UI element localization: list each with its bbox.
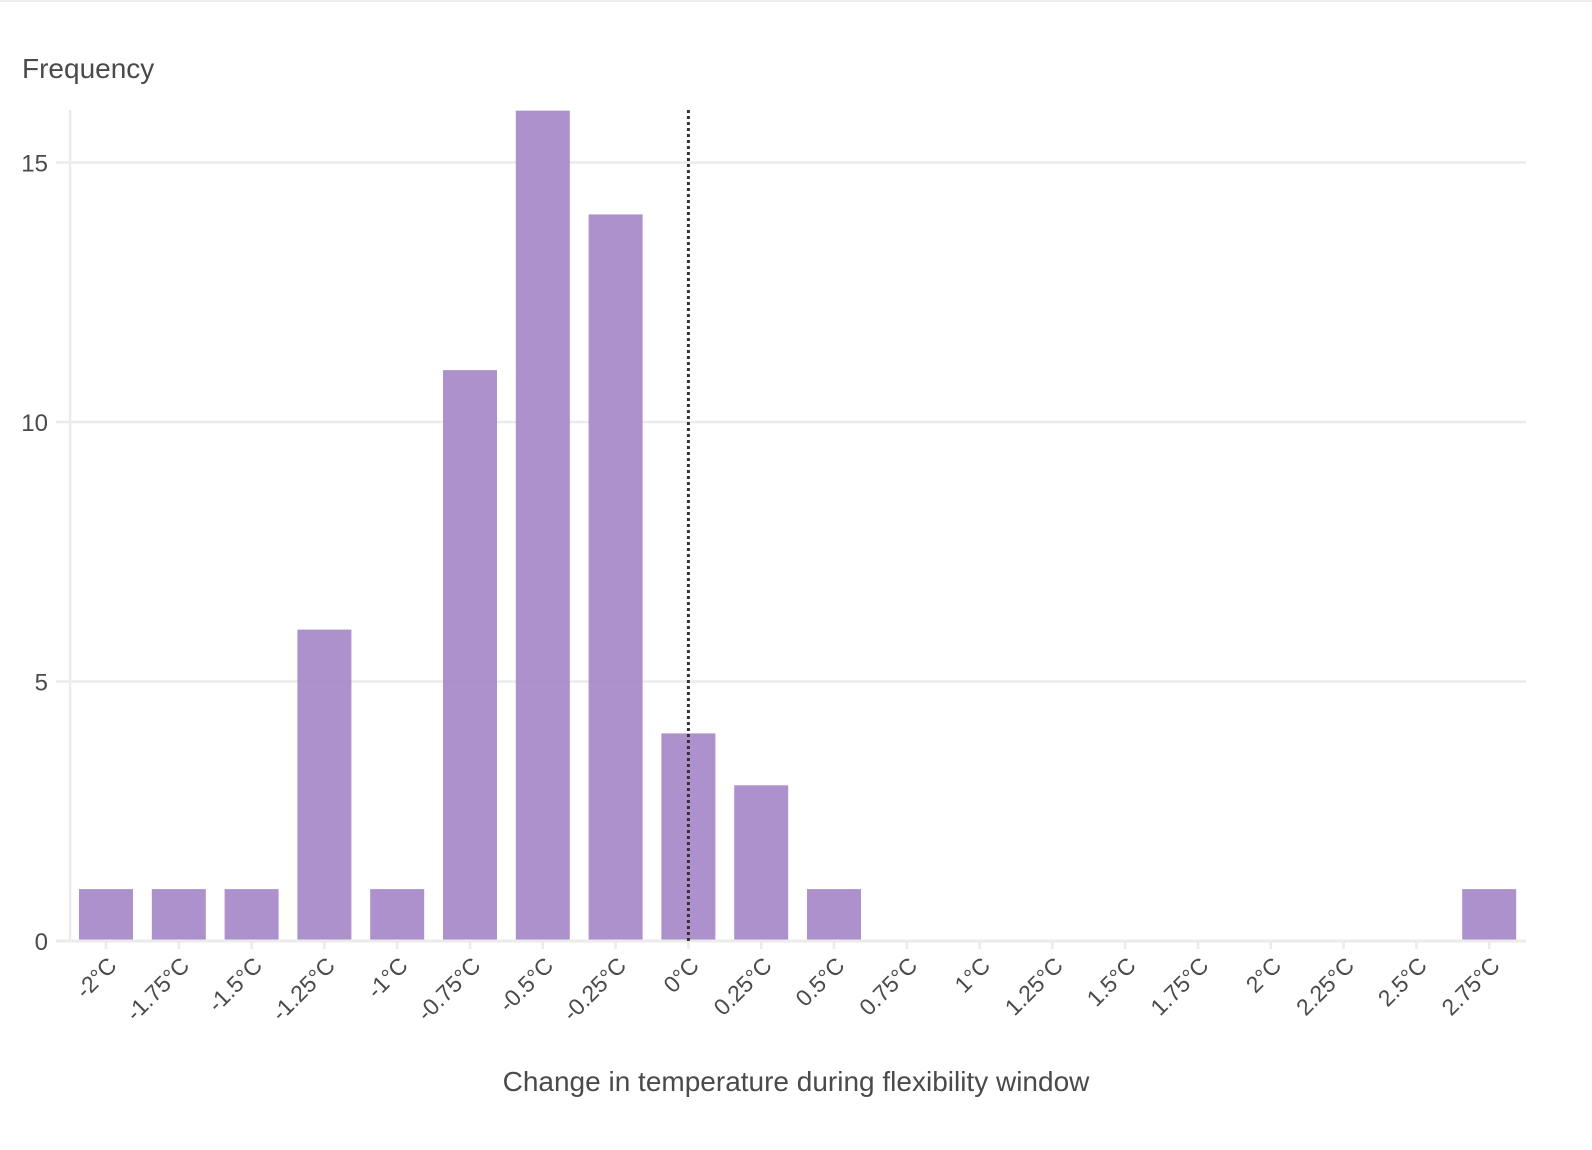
histogram-bar <box>79 889 133 941</box>
x-tick-label: 0°C <box>658 952 704 998</box>
histogram-bar <box>297 629 352 941</box>
y-tick-label: 10 <box>21 410 48 437</box>
x-tick-label: -1°C <box>362 952 413 1003</box>
x-axis-title: Change in temperature during flexibility… <box>503 1066 1091 1097</box>
x-tick-label: 1.75°C <box>1145 952 1213 1020</box>
y-axis-title: Frequency <box>22 53 154 84</box>
histogram-bar <box>588 214 643 941</box>
histogram-bar <box>515 110 570 942</box>
x-tick-label: 2.75°C <box>1436 952 1504 1020</box>
x-tick-label: 2.5°C <box>1373 952 1432 1011</box>
top-divider <box>0 0 1592 2</box>
bars <box>79 110 1517 942</box>
histogram-bar <box>807 889 861 941</box>
x-tick-label: -1.25°C <box>266 952 340 1026</box>
x-tick-label: -0.75°C <box>412 952 486 1026</box>
histogram-bar <box>1462 889 1517 941</box>
x-tick-label: -1.5°C <box>202 952 267 1017</box>
histogram-bar <box>734 785 789 941</box>
histogram-bar <box>224 889 279 941</box>
gridlines <box>56 161 1526 683</box>
x-tick-label: -0.5°C <box>494 952 559 1017</box>
x-tick-label: 1°C <box>949 952 995 998</box>
x-tick-label: 0.25°C <box>708 952 776 1020</box>
histogram-bar <box>151 889 206 941</box>
x-tick-label: -0.25°C <box>557 952 631 1026</box>
y-tick-label: 0 <box>35 929 48 956</box>
y-tick-label: 5 <box>35 670 48 697</box>
y-axis: 0 5 10 15 <box>21 110 72 956</box>
x-tick-label: 1.25°C <box>1000 952 1068 1020</box>
y-tick-label: 15 <box>21 151 48 178</box>
x-tick-label: -2°C <box>70 952 121 1003</box>
x-tick-label: -1.75°C <box>121 952 195 1026</box>
x-axis: -2°C -1.75°C -1.5°C -1.25°C -1°C -0.75°C -0.5°… <box>56 939 1526 1026</box>
x-tick-label: 2°C <box>1241 952 1287 998</box>
x-tick-label: 0.75°C <box>854 952 922 1020</box>
x-tick-label: 1.5°C <box>1081 952 1140 1011</box>
histogram-bar <box>370 889 425 941</box>
x-tick-label: 2.25°C <box>1291 952 1359 1020</box>
x-tick-label: 0.5°C <box>790 952 849 1011</box>
histogram-bar <box>443 370 497 942</box>
